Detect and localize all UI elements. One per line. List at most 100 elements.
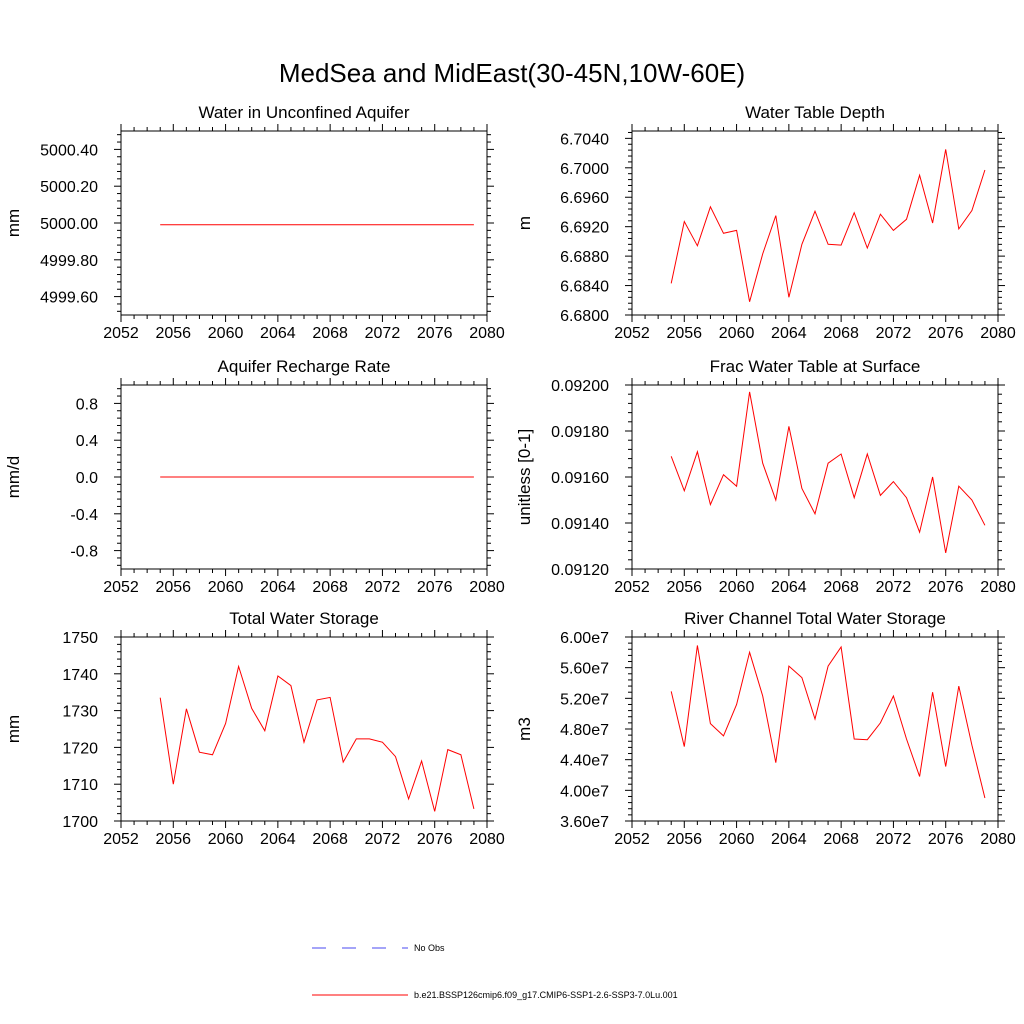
x-tick-label: 2076: [417, 831, 453, 848]
y-tick-label: 3.60e7: [560, 814, 609, 831]
x-tick-label: 2056: [666, 579, 702, 596]
panel-2: Water Table Depth m 2052 2056 2060 2064 2068 20…: [515, 103, 1016, 342]
x-tick-label: 2060: [208, 325, 244, 342]
y-tick-label: 6.6960: [560, 190, 609, 207]
y-tick-label: 1740: [62, 667, 98, 684]
x-tick-label: 2076: [417, 579, 453, 596]
panel-4: Frac Water Table at Surface unitless [0-1…: [515, 357, 1016, 596]
x-tick-label: 2056: [155, 831, 191, 848]
x-tick-label: 2056: [155, 579, 191, 596]
x-tick-label: 2064: [771, 831, 807, 848]
x-tick-label: 2056: [666, 325, 702, 342]
y-tick-label: 0.09180: [551, 424, 609, 441]
x-tick-label: 2052: [614, 579, 650, 596]
figure-title: MedSea and MidEast(30-45N,10W-60E): [279, 58, 745, 88]
x-tick-label: 2072: [876, 325, 912, 342]
y-tick-label: 6.7000: [560, 161, 609, 178]
y-axis-label: m: [515, 216, 534, 230]
y-tick-label: 5000.00: [40, 216, 98, 233]
x-tick-label: 2072: [876, 831, 912, 848]
y-tick-label: 0.8: [76, 396, 98, 413]
y-tick-label: -0.4: [70, 507, 98, 524]
series-line-1: [159, 664, 475, 812]
panel-title: Water Table Depth: [745, 103, 885, 122]
x-tick-label: 2076: [928, 325, 964, 342]
y-tick-label: 4999.80: [40, 253, 98, 270]
x-tick-label: 2052: [103, 831, 139, 848]
x-tick-label: 2076: [928, 579, 964, 596]
y-tick-label: 6.7040: [560, 131, 609, 148]
y-tick-label: 1730: [62, 704, 98, 721]
y-tick-label: 0.09160: [551, 470, 609, 487]
x-tick-label: 2064: [771, 579, 807, 596]
x-tick-label: 2060: [208, 831, 244, 848]
panel-title: Total Water Storage: [229, 609, 379, 628]
y-tick-label: 1720: [62, 740, 98, 757]
series-line-1: [670, 149, 986, 302]
x-tick-label: 2080: [469, 831, 505, 848]
axes-frame: [120, 130, 488, 316]
x-tick-label: 2056: [155, 325, 191, 342]
panel-title: Frac Water Table at Surface: [710, 357, 921, 376]
x-tick-label: 2052: [614, 831, 650, 848]
series-line-1: [670, 645, 986, 799]
y-tick-label: -0.8: [70, 544, 98, 561]
y-tick-label: 0.0: [76, 470, 98, 487]
y-tick-label: 6.00e7: [560, 630, 609, 647]
x-tick-label: 2076: [417, 325, 453, 342]
y-tick-label: 1710: [62, 777, 98, 794]
y-tick-label: 5.60e7: [560, 661, 609, 678]
series-line-1: [670, 391, 986, 553]
panel-title: River Channel Total Water Storage: [684, 609, 946, 628]
panel-1: Water in Unconfined Aquifer mm 2052 2056 206…: [4, 103, 505, 342]
x-tick-label: 2072: [365, 325, 401, 342]
x-tick-label: 2052: [103, 579, 139, 596]
y-tick-label: 6.6800: [560, 308, 609, 325]
y-tick-label: 6.6840: [560, 279, 609, 296]
y-tick-label: 0.09140: [551, 516, 609, 533]
x-tick-label: 2080: [469, 579, 505, 596]
x-tick-label: 2080: [980, 831, 1016, 848]
x-tick-label: 2068: [823, 325, 859, 342]
x-tick-label: 2072: [876, 579, 912, 596]
x-tick-label: 2064: [260, 325, 296, 342]
x-tick-label: 2060: [719, 831, 755, 848]
legend: No Obs b.e21.BSSP126cmip6.f09_g17.CMIP6-…: [312, 943, 678, 1000]
x-tick-label: 2056: [666, 831, 702, 848]
panel-6: River Channel Total Water Storage m3 2052 2…: [515, 609, 1016, 848]
x-tick-label: 2064: [260, 579, 296, 596]
axes-frame: [631, 130, 999, 316]
x-tick-label: 2068: [823, 579, 859, 596]
x-tick-label: 2076: [928, 831, 964, 848]
y-tick-label: 6.6880: [560, 249, 609, 266]
panel-title: Water in Unconfined Aquifer: [198, 103, 409, 122]
y-tick-label: 4.80e7: [560, 722, 609, 739]
y-tick-label: 6.6920: [560, 220, 609, 237]
y-tick-label: 0.09120: [551, 562, 609, 579]
x-tick-label: 2064: [771, 325, 807, 342]
x-tick-label: 2052: [614, 325, 650, 342]
y-tick-label: 1750: [62, 630, 98, 647]
x-tick-label: 2072: [365, 831, 401, 848]
y-tick-label: 1700: [62, 814, 98, 831]
x-tick-label: 2060: [208, 579, 244, 596]
x-tick-label: 2080: [469, 325, 505, 342]
x-tick-label: 2052: [103, 325, 139, 342]
y-axis-label: mm: [4, 209, 23, 237]
y-axis-label: unitless [0-1]: [515, 429, 534, 525]
x-tick-label: 2072: [365, 579, 401, 596]
panel-5: Total Water Storage mm 2052 2056 2060 2064 206…: [4, 609, 505, 848]
x-tick-label: 2060: [719, 579, 755, 596]
panel-3: Aquifer Recharge Rate mm/d 2052 2056 2060 206…: [4, 357, 505, 596]
y-tick-label: 4.00e7: [560, 783, 609, 800]
y-tick-label: 5000.40: [40, 142, 98, 159]
y-tick-label: 0.09200: [551, 378, 609, 395]
legend-label-no-obs: No Obs: [414, 943, 445, 953]
y-tick-label: 0.4: [76, 433, 98, 450]
x-tick-label: 2064: [260, 831, 296, 848]
y-axis-label: mm/d: [4, 456, 23, 499]
axes-frame: [631, 384, 999, 570]
axes-frame: [120, 636, 488, 822]
x-tick-label: 2080: [980, 325, 1016, 342]
